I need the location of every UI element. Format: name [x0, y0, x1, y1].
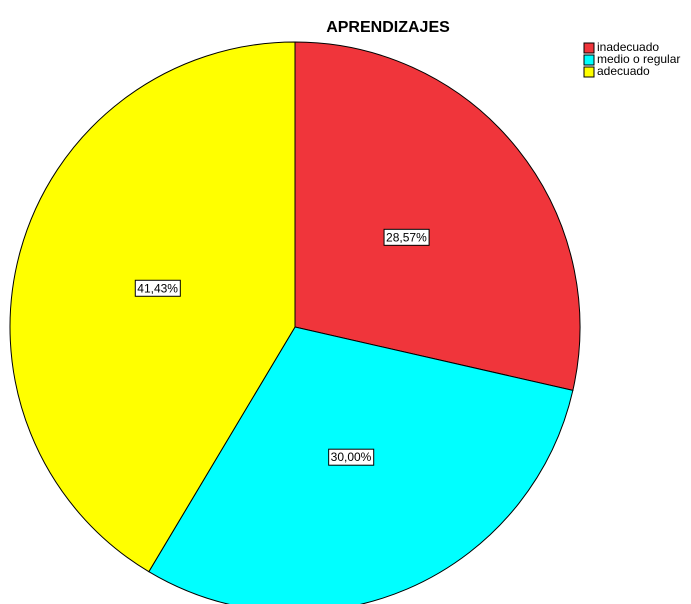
legend-label: adecuado: [597, 64, 650, 78]
data-label-box: [383, 228, 430, 246]
legend-swatch: [583, 54, 595, 66]
data-label-group: 30,00%: [328, 448, 375, 466]
data-label-group: 28,57%: [383, 228, 430, 246]
legend-label: inadecuado: [597, 40, 659, 54]
legend-swatch: [583, 66, 595, 78]
data-label-box: [134, 279, 181, 297]
pie-slice: [294, 41, 581, 391]
legend-label: medio o regular: [597, 52, 680, 66]
data-label: 28,57%: [386, 230, 427, 244]
legend-swatch: [583, 42, 595, 54]
data-label: 41,43%: [137, 281, 178, 295]
chart-title: APRENDIZAJES: [326, 19, 450, 36]
pie-slice: [9, 41, 296, 573]
data-label-box: [328, 448, 375, 466]
data-label-group: 41,43%: [134, 279, 181, 297]
data-label: 30,00%: [331, 450, 372, 464]
